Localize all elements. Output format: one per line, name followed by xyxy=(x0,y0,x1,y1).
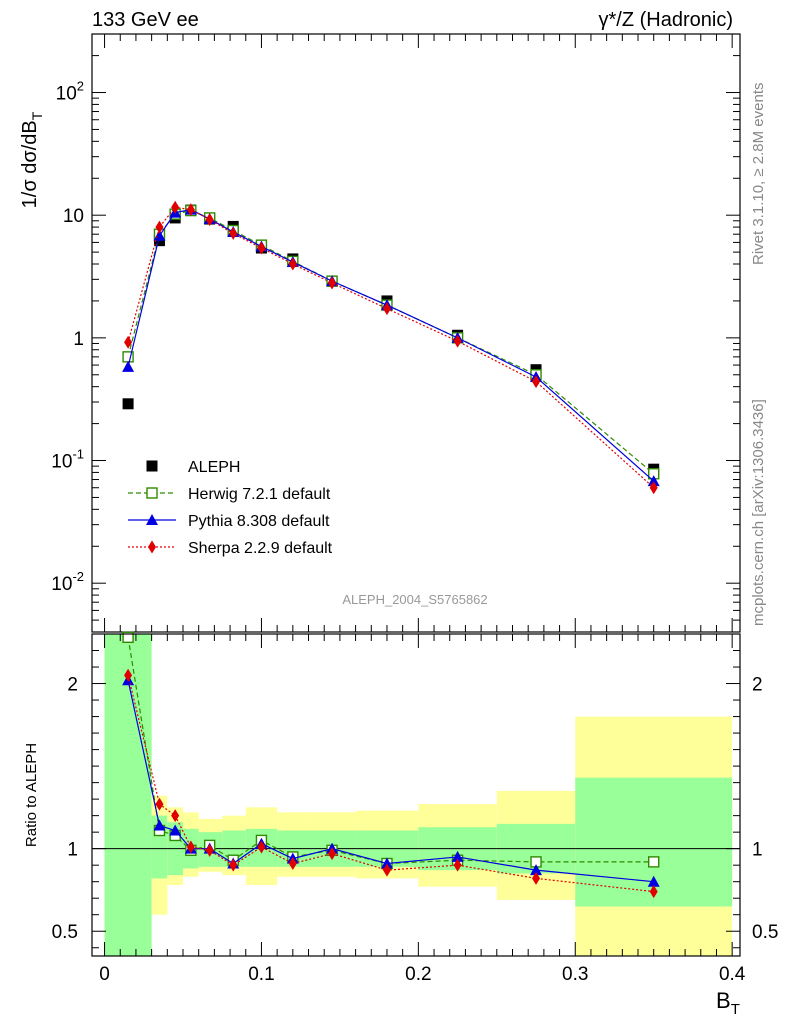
ratio-y-tick-label: 0.5 xyxy=(52,922,78,943)
series-sherpa xyxy=(124,200,658,495)
x-tick-label: 0.4 xyxy=(719,964,746,985)
main-plot-area xyxy=(122,200,660,495)
data-point xyxy=(382,302,391,316)
ratio-point xyxy=(171,809,180,823)
data-point xyxy=(122,398,134,410)
ratio-point xyxy=(648,856,660,868)
ratio-point xyxy=(155,797,164,811)
main-x-ticks xyxy=(104,34,733,632)
watermark: ALEPH_2004_S5765862 xyxy=(342,592,487,607)
ratio-point xyxy=(153,819,166,831)
series-line xyxy=(127,209,655,475)
ratio-y-tick-label-right: 2 xyxy=(752,675,763,696)
x-axis-title: BT xyxy=(716,988,740,1018)
y-tick-label: 10 xyxy=(63,206,84,227)
data-point xyxy=(122,360,135,372)
series-aleph xyxy=(122,204,660,475)
data-point xyxy=(171,200,180,214)
legend: ALEPH Herwig 7.2.1 default Pythia 8.308 de… xyxy=(128,459,333,557)
ratio-point xyxy=(328,847,337,861)
legend-marker xyxy=(146,460,158,472)
data-point xyxy=(532,375,541,389)
ratio-series-sherpa xyxy=(124,668,658,899)
data-point xyxy=(647,475,660,487)
header-right: γ*/Z (Hadronic) xyxy=(599,9,733,31)
ratio-point xyxy=(380,857,393,869)
ratio-point xyxy=(257,840,266,854)
ratio-point xyxy=(288,857,297,871)
main-panel: 10-2 10-1 1 10 102 1/σ dσ/dBT ALEPH_2004_S57… xyxy=(19,33,741,633)
ratio-point xyxy=(532,871,541,885)
ratio-point xyxy=(453,858,462,872)
data-point xyxy=(205,213,214,227)
ratio-y-tick-label-right: 0.5 xyxy=(752,922,778,943)
band-inner xyxy=(104,634,152,956)
ratio-y-axis: 0.5 0.5 1 1 2 2 xyxy=(52,650,778,949)
ratio-x-axis: 0 0.1 0.2 0.3 0.4 xyxy=(99,634,746,985)
legend-label: Pythia 8.308 default xyxy=(188,513,330,530)
ratio-point xyxy=(186,840,195,854)
x-tick-label: 0.1 xyxy=(248,964,274,985)
y-tick-label: 10-1 xyxy=(51,447,84,473)
x-tick-label: 0 xyxy=(99,964,110,985)
ratio-panel: 0.5 0.51 12 2 0 0.1 0.2 0.3 0.4 Ratio to ALEPH … xyxy=(23,631,778,1018)
ratio-y-tick-label: 2 xyxy=(67,675,78,696)
y-tick-label: 1 xyxy=(73,329,84,350)
ratio-point xyxy=(649,885,658,899)
series-pythia xyxy=(122,203,660,487)
main-y-axis-title: 1/σ dσ/dBT xyxy=(19,111,45,208)
ratio-point xyxy=(382,863,391,877)
ratio-y-tick-label: 1 xyxy=(67,840,78,861)
data-point xyxy=(257,241,266,255)
data-point xyxy=(288,257,297,271)
header-left: 133 GeV ee xyxy=(92,9,199,31)
mcplots-label: mcplots.cern.ch [arXiv:1306.3436] xyxy=(750,399,767,626)
data-point xyxy=(453,334,462,348)
y-tick-label: 102 xyxy=(56,79,84,105)
main-frame xyxy=(91,33,741,633)
legend-label: Herwig 7.2.1 default xyxy=(188,486,331,503)
ratio-point xyxy=(530,864,543,876)
ratio-point xyxy=(451,850,464,862)
data-point xyxy=(155,220,164,234)
legend-marker xyxy=(146,514,158,525)
rivet-label: Rivet 3.1.10, ≥ 2.8M events xyxy=(750,83,767,266)
data-point xyxy=(186,203,195,217)
series-line xyxy=(127,209,655,482)
ratio-y-tick-label-right: 1 xyxy=(752,840,763,861)
series-herwig xyxy=(122,204,660,480)
y-tick-label: 10-2 xyxy=(51,569,84,595)
data-point xyxy=(124,335,133,349)
ratio-point xyxy=(205,843,214,857)
main-y-axis: 10-2 10-1 1 10 102 xyxy=(51,33,740,633)
data-point xyxy=(328,276,337,290)
data-point xyxy=(649,481,658,495)
ratio-frame xyxy=(91,633,741,957)
ratio-point xyxy=(122,631,134,644)
ratio-y-axis-title: Ratio to ALEPH xyxy=(23,743,40,847)
data-point xyxy=(229,226,238,240)
legend-marker xyxy=(146,487,158,499)
legend-label: Sherpa 2.2.9 default xyxy=(188,540,333,557)
ratio-point xyxy=(169,824,182,836)
ratio-point xyxy=(647,875,660,887)
ratio-plot-area xyxy=(122,631,660,899)
ratio-point xyxy=(124,668,133,682)
x-tick-label: 0.3 xyxy=(562,964,588,985)
x-tick-label: 0.2 xyxy=(405,964,431,985)
series-line xyxy=(127,206,655,489)
legend-label: ALEPH xyxy=(188,459,240,476)
legend-marker xyxy=(148,540,156,554)
ratio-point xyxy=(229,858,238,872)
ratio-uncertainty-bands xyxy=(104,634,733,956)
